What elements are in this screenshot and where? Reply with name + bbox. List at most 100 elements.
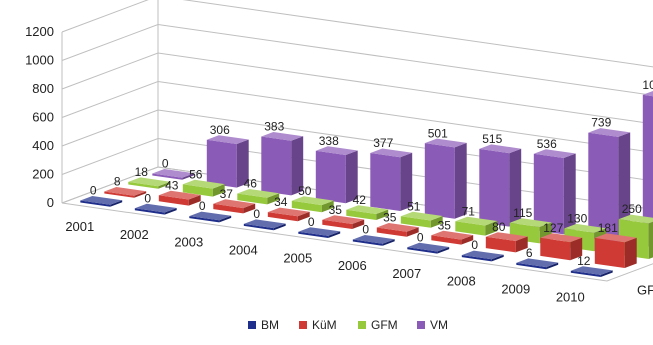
bar-VM-2001 — [152, 169, 195, 180]
x-tick-label: 2009 — [501, 282, 530, 297]
data-label: 35 — [438, 218, 452, 232]
data-label: 42 — [353, 193, 367, 207]
bar-BM-2006 — [352, 235, 395, 246]
labels-layer: 2001 2002 2003 2004 2005 2006 2007 2008 2009 2010… — [65, 78, 653, 304]
bars-layer — [80, 90, 653, 277]
bar-KüM-2008 — [485, 232, 528, 253]
data-label: 37 — [220, 187, 234, 201]
left-wall — [62, 0, 158, 203]
bar-KüM-2007 — [431, 230, 474, 245]
data-label: 6 — [526, 246, 533, 260]
bar-VM-2010 — [642, 90, 653, 248]
x-tick-label: 2010 — [556, 289, 585, 304]
y-tick-label: 1200 — [25, 24, 54, 39]
data-label: 34 — [274, 195, 288, 209]
data-label: 0 — [308, 215, 315, 229]
data-label: 8 — [114, 175, 121, 189]
depth-tick-label: GFM — [637, 283, 653, 298]
x-tick-label: 2006 — [338, 258, 367, 273]
data-label: 501 — [428, 126, 448, 140]
data-label: 56 — [189, 167, 203, 181]
bar-BM-2008 — [461, 250, 504, 262]
bar-VM-2004 — [315, 146, 358, 204]
data-label: 536 — [537, 137, 557, 151]
data-label: 127 — [543, 221, 563, 235]
x-tick-label: 2002 — [120, 227, 149, 242]
legend-item-BM: BM — [248, 318, 279, 332]
data-label: 46 — [244, 177, 258, 191]
bar-KüM-2010 — [594, 233, 637, 268]
data-label: 71 — [462, 204, 476, 218]
legend-swatch — [248, 321, 256, 329]
data-label: 739 — [591, 116, 611, 130]
bar-VM-2007 — [479, 144, 522, 227]
bar-GFM-2004 — [291, 196, 334, 213]
bar-BM-2003 — [189, 211, 232, 223]
legend-item-VM: VM — [417, 318, 448, 332]
data-label: 50 — [298, 184, 312, 198]
y-tick-label: 400 — [32, 138, 54, 153]
legend-swatch — [417, 321, 425, 329]
x-tick-label: 2004 — [229, 243, 258, 258]
data-label: 0 — [199, 199, 206, 213]
data-label: 35 — [329, 203, 343, 217]
data-label: 181 — [598, 221, 618, 235]
bar-KüM-2004 — [267, 207, 310, 222]
bar-KüM-2003 — [213, 199, 256, 214]
y-tick-label: 200 — [32, 167, 54, 182]
data-label: 130 — [567, 212, 587, 226]
bar-VM-2009 — [588, 128, 631, 243]
bar-BM-2010 — [570, 266, 613, 277]
bar-BM-2004 — [243, 219, 286, 231]
bar-KüM-2009 — [540, 233, 583, 261]
bar-GFM-2001 — [128, 177, 171, 189]
data-label: 377 — [373, 136, 393, 150]
bar-KüM-2001 — [104, 187, 147, 198]
bar-VM-2006 — [424, 138, 467, 219]
data-label: 0 — [471, 238, 478, 252]
x-tick-label: 2005 — [283, 250, 312, 265]
y-tick-label: 800 — [32, 81, 54, 96]
data-label: 1059 — [642, 78, 653, 92]
bar-BM-2009 — [516, 258, 559, 270]
legend-label: VM — [430, 318, 448, 332]
data-label: 80 — [492, 220, 506, 234]
x-tick-label: 2003 — [174, 235, 203, 250]
data-label: 51 — [407, 199, 421, 213]
data-label: 115 — [513, 206, 532, 220]
data-label: 0 — [90, 184, 97, 198]
y-tick-label: 600 — [32, 110, 54, 125]
x-tick-label: 2007 — [392, 266, 421, 281]
data-label: 12 — [577, 254, 591, 268]
bar-BM-2001 — [80, 196, 123, 207]
data-label: 0 — [253, 207, 260, 221]
data-label: 0 — [144, 191, 151, 205]
bar-BM-2007 — [407, 242, 450, 254]
gridline — [61, 0, 653, 68]
x-tick-label: 2001 — [65, 219, 94, 234]
bar-GFM-2005 — [346, 205, 389, 220]
legend-item-KüM: KüM — [299, 318, 337, 332]
bar-KüM-2002 — [158, 190, 201, 206]
bar-VM-2003 — [261, 132, 304, 196]
data-label: 338 — [319, 134, 339, 148]
data-label: 306 — [210, 123, 230, 137]
bar-KüM-2005 — [322, 215, 365, 229]
bar-GFM-2003 — [237, 189, 280, 205]
bar-BM-2005 — [298, 227, 341, 238]
legend-swatch — [358, 321, 366, 329]
data-label: 35 — [383, 211, 397, 225]
data-label: 0 — [362, 223, 369, 237]
legend: BM KüM GFM VM — [248, 318, 448, 332]
legend-label: GFM — [371, 318, 398, 332]
bar-VM-2002 — [206, 135, 249, 188]
x-tick-label: 2008 — [447, 274, 476, 289]
bar-GFM-2006 — [400, 211, 443, 228]
data-label: 515 — [482, 132, 502, 146]
legend-swatch — [299, 321, 307, 329]
bar-GFM-2002 — [182, 179, 225, 197]
data-label: 250 — [622, 202, 642, 216]
data-label: 18 — [135, 165, 149, 179]
data-label: 383 — [264, 120, 284, 134]
